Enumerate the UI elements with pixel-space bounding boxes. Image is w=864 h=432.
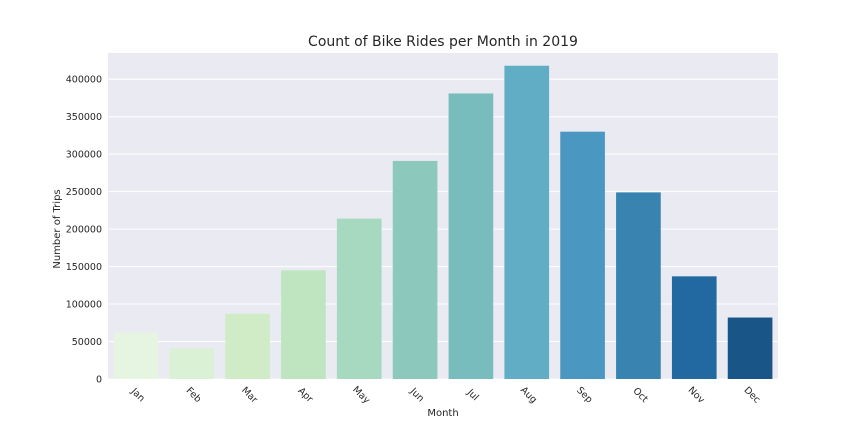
x-tick-label: Sep <box>574 385 594 405</box>
bar-nov <box>671 276 717 379</box>
x-axis-title: Month <box>427 408 458 419</box>
bar-may <box>336 218 382 379</box>
x-tick-label: Nov <box>686 385 707 406</box>
x-tick-label: Mar <box>239 385 260 406</box>
y-tick-label: 400000 <box>66 75 102 86</box>
bars <box>113 65 773 379</box>
bar-mar <box>225 313 270 379</box>
y-tick-label: 0 <box>96 375 102 386</box>
x-tick-label: Apr <box>295 386 314 405</box>
x-tick-label: Jun <box>407 385 426 404</box>
bar-feb <box>169 348 215 379</box>
x-tick-label: Dec <box>741 385 762 406</box>
bar-dec <box>727 317 773 379</box>
y-tick-label: 350000 <box>66 112 102 123</box>
y-tick-label: 100000 <box>66 300 102 311</box>
bar-jun <box>392 160 438 379</box>
y-tick-labels: 0 50000 100000 150000 200000 250000 300000 3500… <box>66 75 102 386</box>
y-tick-label: 300000 <box>66 150 102 161</box>
x-tick-label: Feb <box>184 385 204 405</box>
bar-jul <box>448 93 494 379</box>
bar-aug <box>504 65 550 379</box>
bar-jan <box>113 332 159 379</box>
x-tick-label: Jul <box>464 387 481 404</box>
x-tick-label: Jan <box>128 385 147 404</box>
y-tick-label: 200000 <box>66 225 102 236</box>
y-tick-label: 50000 <box>72 337 102 348</box>
x-tick-label: Oct <box>630 386 650 406</box>
bar-oct <box>616 192 661 379</box>
bar-sep <box>560 131 605 379</box>
bar-apr <box>281 270 326 379</box>
y-tick-label: 150000 <box>66 262 102 273</box>
y-tick-label: 250000 <box>66 187 102 198</box>
x-tick-label: May <box>350 384 372 406</box>
gridlines <box>108 78 778 380</box>
plot-area <box>108 53 778 379</box>
x-tick-label: Aug <box>518 385 539 406</box>
x-tick-labels: Jan Feb Mar Apr May Jun Jul Aug Sep Oct Nov Dec <box>128 384 762 406</box>
chart-title: Count of Bike Rides per Month in 2019 <box>308 34 578 50</box>
y-axis-title: Number of Trips <box>52 189 63 268</box>
